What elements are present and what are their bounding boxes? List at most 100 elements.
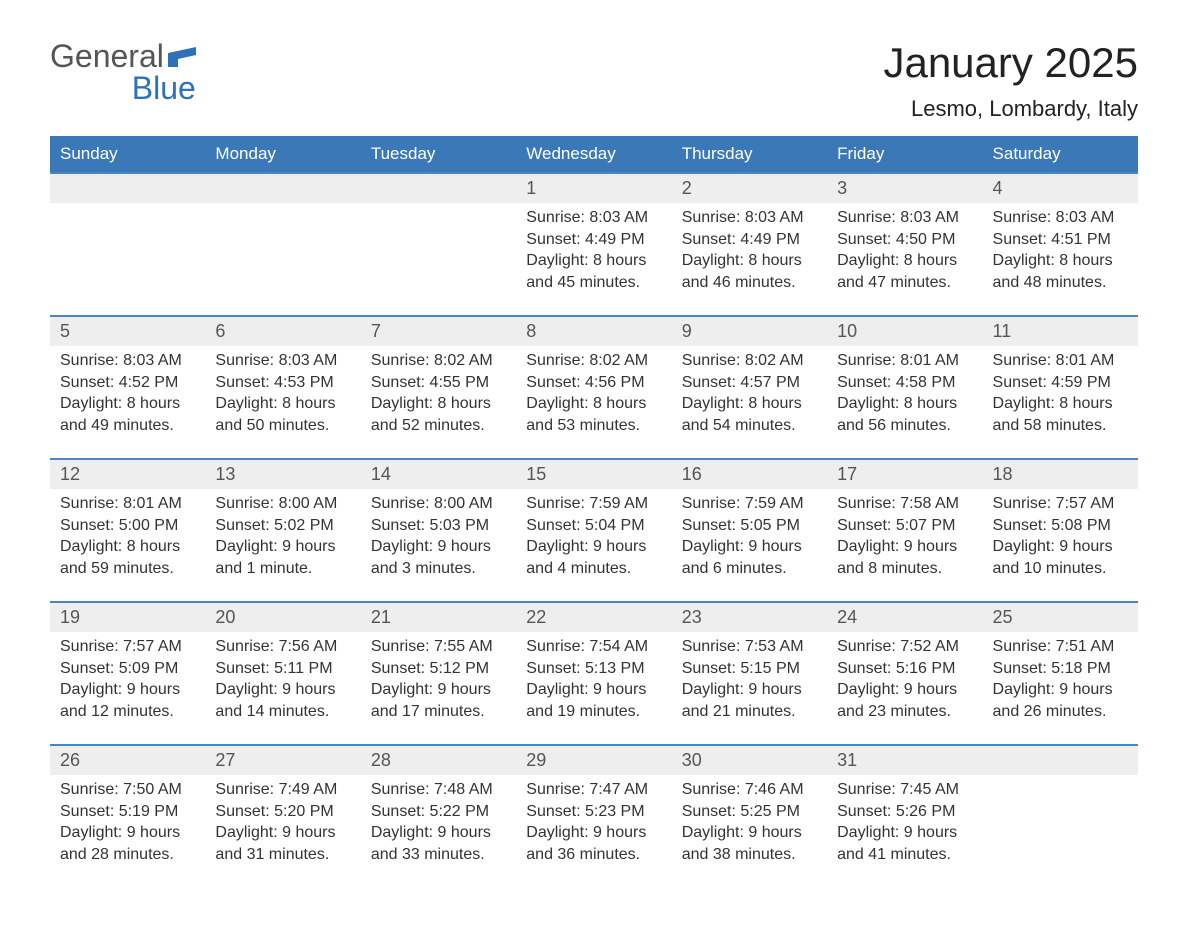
day-number: 17 <box>827 460 982 489</box>
daylight2-line: and 3 minutes. <box>371 558 506 580</box>
day-number: 8 <box>516 317 671 346</box>
day-content: Sunrise: 7:45 AMSunset: 5:26 PMDaylight:… <box>827 775 982 873</box>
day-number <box>361 174 516 203</box>
daylight2-line: and 12 minutes. <box>60 701 195 723</box>
day-content: Sunrise: 8:00 AMSunset: 5:03 PMDaylight:… <box>361 489 516 587</box>
logo-part1: General <box>50 38 164 74</box>
week: 262728293031Sunrise: 7:50 AMSunset: 5:19… <box>50 744 1138 887</box>
daylight1-line: Daylight: 9 hours <box>682 536 817 558</box>
dow-cell: Monday <box>205 136 360 172</box>
daylight1-line: Daylight: 9 hours <box>371 679 506 701</box>
sunset-line: Sunset: 5:26 PM <box>837 801 972 823</box>
week: 567891011Sunrise: 8:03 AMSunset: 4:52 PM… <box>50 315 1138 458</box>
daylight1-line: Daylight: 9 hours <box>60 822 195 844</box>
day-number: 31 <box>827 746 982 775</box>
day-content: Sunrise: 8:03 AMSunset: 4:50 PMDaylight:… <box>827 203 982 301</box>
daylight2-line: and 56 minutes. <box>837 415 972 437</box>
day-content: Sunrise: 8:02 AMSunset: 4:57 PMDaylight:… <box>672 346 827 444</box>
day-number: 12 <box>50 460 205 489</box>
sunset-line: Sunset: 5:00 PM <box>60 515 195 537</box>
day-number: 26 <box>50 746 205 775</box>
sunset-line: Sunset: 4:53 PM <box>215 372 350 394</box>
day-content: Sunrise: 7:58 AMSunset: 5:07 PMDaylight:… <box>827 489 982 587</box>
day-content: Sunrise: 7:59 AMSunset: 5:05 PMDaylight:… <box>672 489 827 587</box>
daylight2-line: and 4 minutes. <box>526 558 661 580</box>
day-number: 24 <box>827 603 982 632</box>
day-content: Sunrise: 8:01 AMSunset: 4:58 PMDaylight:… <box>827 346 982 444</box>
logo-part2: Blue <box>132 70 196 106</box>
sunrise-line: Sunrise: 8:01 AM <box>837 350 972 372</box>
day-number: 5 <box>50 317 205 346</box>
daylight1-line: Daylight: 8 hours <box>837 393 972 415</box>
daylight2-line: and 36 minutes. <box>526 844 661 866</box>
daylight2-line: and 38 minutes. <box>682 844 817 866</box>
day-content: Sunrise: 8:03 AMSunset: 4:53 PMDaylight:… <box>205 346 360 444</box>
day-number: 15 <box>516 460 671 489</box>
sunset-line: Sunset: 4:55 PM <box>371 372 506 394</box>
day-number: 30 <box>672 746 827 775</box>
day-content: Sunrise: 8:03 AMSunset: 4:51 PMDaylight:… <box>983 203 1138 301</box>
calendar: SundayMondayTuesdayWednesdayThursdayFrid… <box>50 136 1138 887</box>
sunset-line: Sunset: 5:09 PM <box>60 658 195 680</box>
daylight2-line: and 52 minutes. <box>371 415 506 437</box>
daylight1-line: Daylight: 8 hours <box>60 536 195 558</box>
content-row: Sunrise: 8:03 AMSunset: 4:52 PMDaylight:… <box>50 346 1138 458</box>
daylight2-line: and 47 minutes. <box>837 272 972 294</box>
daylight2-line: and 58 minutes. <box>993 415 1128 437</box>
day-content: Sunrise: 7:52 AMSunset: 5:16 PMDaylight:… <box>827 632 982 730</box>
content-row: Sunrise: 7:50 AMSunset: 5:19 PMDaylight:… <box>50 775 1138 887</box>
day-number: 19 <box>50 603 205 632</box>
day-number: 14 <box>361 460 516 489</box>
day-number: 13 <box>205 460 360 489</box>
sunset-line: Sunset: 5:23 PM <box>526 801 661 823</box>
day-number: 25 <box>983 603 1138 632</box>
daylight2-line: and 19 minutes. <box>526 701 661 723</box>
daylight1-line: Daylight: 9 hours <box>993 679 1128 701</box>
sunset-line: Sunset: 4:49 PM <box>682 229 817 251</box>
day-content: Sunrise: 7:47 AMSunset: 5:23 PMDaylight:… <box>516 775 671 873</box>
day-content: Sunrise: 7:50 AMSunset: 5:19 PMDaylight:… <box>50 775 205 873</box>
daylight2-line: and 6 minutes. <box>682 558 817 580</box>
day-number: 6 <box>205 317 360 346</box>
daylight1-line: Daylight: 9 hours <box>215 536 350 558</box>
day-content <box>205 203 360 301</box>
sunset-line: Sunset: 5:19 PM <box>60 801 195 823</box>
sunrise-line: Sunrise: 7:58 AM <box>837 493 972 515</box>
daylight1-line: Daylight: 9 hours <box>993 536 1128 558</box>
daylight2-line: and 41 minutes. <box>837 844 972 866</box>
day-content: Sunrise: 7:49 AMSunset: 5:20 PMDaylight:… <box>205 775 360 873</box>
content-row: Sunrise: 8:03 AMSunset: 4:49 PMDaylight:… <box>50 203 1138 315</box>
sunrise-line: Sunrise: 7:51 AM <box>993 636 1128 658</box>
sunrise-line: Sunrise: 8:03 AM <box>993 207 1128 229</box>
sunrise-line: Sunrise: 7:52 AM <box>837 636 972 658</box>
sunset-line: Sunset: 4:52 PM <box>60 372 195 394</box>
daynum-row: 1234 <box>50 174 1138 203</box>
daylight1-line: Daylight: 9 hours <box>371 822 506 844</box>
daylight1-line: Daylight: 9 hours <box>526 536 661 558</box>
daylight1-line: Daylight: 8 hours <box>371 393 506 415</box>
sunrise-line: Sunrise: 7:57 AM <box>60 636 195 658</box>
day-number: 1 <box>516 174 671 203</box>
day-content <box>361 203 516 301</box>
day-number: 3 <box>827 174 982 203</box>
daylight2-line: and 28 minutes. <box>60 844 195 866</box>
daylight2-line: and 59 minutes. <box>60 558 195 580</box>
sunrise-line: Sunrise: 8:01 AM <box>60 493 195 515</box>
daylight1-line: Daylight: 9 hours <box>371 536 506 558</box>
sunrise-line: Sunrise: 7:45 AM <box>837 779 972 801</box>
daylight2-line: and 8 minutes. <box>837 558 972 580</box>
day-number: 16 <box>672 460 827 489</box>
day-content: Sunrise: 7:53 AMSunset: 5:15 PMDaylight:… <box>672 632 827 730</box>
sunrise-line: Sunrise: 7:55 AM <box>371 636 506 658</box>
daylight2-line: and 54 minutes. <box>682 415 817 437</box>
sunrise-line: Sunrise: 8:03 AM <box>526 207 661 229</box>
dow-cell: Thursday <box>672 136 827 172</box>
day-content: Sunrise: 8:03 AMSunset: 4:52 PMDaylight:… <box>50 346 205 444</box>
sunset-line: Sunset: 5:05 PM <box>682 515 817 537</box>
sunset-line: Sunset: 5:07 PM <box>837 515 972 537</box>
daylight1-line: Daylight: 8 hours <box>682 393 817 415</box>
daylight1-line: Daylight: 8 hours <box>215 393 350 415</box>
sunrise-line: Sunrise: 8:00 AM <box>371 493 506 515</box>
dow-cell: Sunday <box>50 136 205 172</box>
sunset-line: Sunset: 5:22 PM <box>371 801 506 823</box>
